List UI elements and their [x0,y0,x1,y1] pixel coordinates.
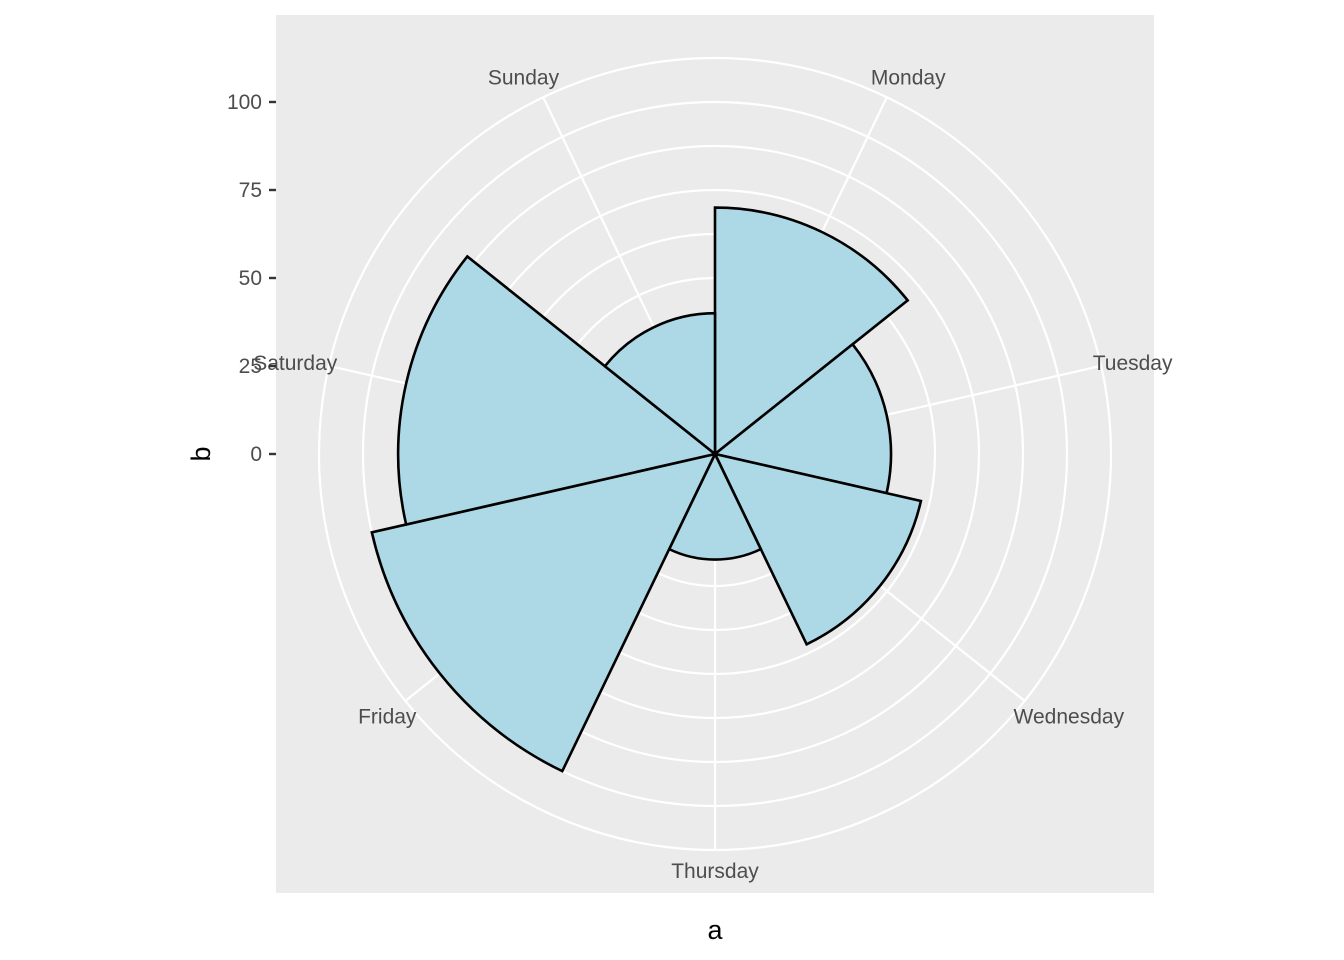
category-label-friday: Friday [358,706,417,729]
category-label-wednesday: Wednesday [1014,706,1125,729]
bar-thursday [667,451,763,561]
category-label-thursday: Thursday [671,860,759,883]
bar-saturday [396,254,718,527]
bar-friday [370,452,718,773]
y-tick-label: 75 [239,179,262,202]
bar-sunday [603,311,717,457]
y-tick-label: 25 [239,355,262,378]
bar-tuesday [712,342,893,495]
bar-monday [713,206,910,457]
category-label-saturday: Saturday [253,352,338,375]
category-label-tuesday: Tuesday [1093,352,1173,375]
y-tick-label: 100 [227,91,262,114]
y-axis: 0 25 50 75 100 [227,91,276,466]
bar-wednesday [712,452,923,647]
category-label-sunday: Sunday [488,67,560,90]
bars [370,206,923,773]
category-label-monday: Monday [871,67,946,90]
y-tick-label: 50 [239,267,262,290]
x-axis-title: a [707,915,723,945]
y-axis-title: b [186,446,216,461]
category-labels: Monday Tuesday Wednesday Thursday Friday Satu… [253,67,1173,883]
y-tick-label: 0 [250,443,262,466]
